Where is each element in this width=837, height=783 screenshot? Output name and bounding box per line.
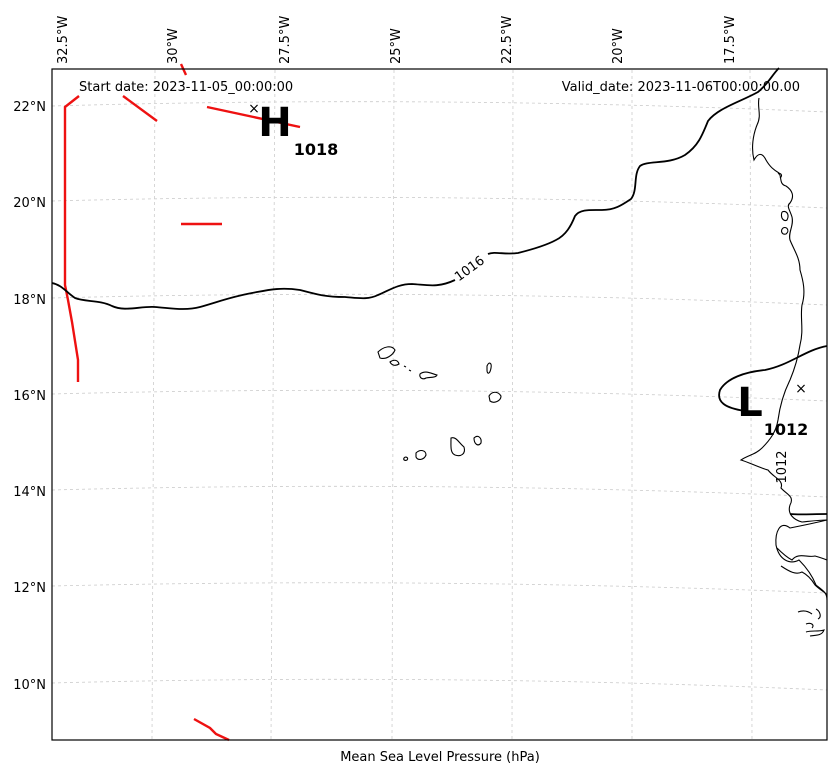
latitude-label: 18°N bbox=[13, 293, 46, 308]
latitude-label: 14°N bbox=[13, 485, 46, 500]
africa-coastline bbox=[776, 547, 828, 561]
isobar-1016 bbox=[51, 279, 456, 310]
isobar-1016 bbox=[487, 67, 780, 255]
isobars bbox=[51, 67, 828, 516]
front-line bbox=[122, 95, 158, 122]
cape-verde-island bbox=[488, 391, 502, 403]
valid-date-text: Valid_date: 2023-11-06T00:00:00.00 bbox=[562, 80, 800, 95]
low-value: 1012 bbox=[764, 420, 809, 439]
isobar-1012 bbox=[718, 345, 828, 412]
parallel-gridline bbox=[51, 485, 828, 498]
longitude-label: 32.5°W bbox=[56, 16, 71, 64]
parallel-gridline bbox=[51, 389, 828, 402]
coastlines bbox=[377, 97, 828, 637]
cape-verde-island bbox=[419, 371, 438, 380]
latitude-label: 22°N bbox=[13, 100, 46, 115]
cape-verde-island bbox=[403, 456, 409, 461]
fronts bbox=[63, 63, 301, 742]
gridlines bbox=[51, 69, 828, 741]
front-line bbox=[63, 95, 80, 382]
parallel-gridline bbox=[51, 101, 828, 113]
isobar-label: 1012 bbox=[775, 450, 790, 483]
cape-verde-island bbox=[415, 450, 427, 460]
longitude-label: 17.5°W bbox=[723, 16, 738, 64]
map-frame bbox=[51, 68, 828, 741]
parallel-gridline bbox=[51, 678, 828, 691]
pressure-center-marker: × bbox=[795, 381, 807, 397]
longitude-label: 25°W bbox=[389, 28, 404, 64]
africa-coastline bbox=[775, 519, 828, 601]
longitude-labels: 32.5°W 30°W 27.5°W 25°W 22.5°W 20°W 17.5… bbox=[56, 16, 738, 64]
high-value: 1018 bbox=[294, 140, 339, 159]
start-date-text: Start date: 2023-11-05_00:00:00 bbox=[79, 80, 293, 95]
longitude-label: 22.5°W bbox=[500, 16, 515, 64]
pressure-center-marker: × bbox=[248, 101, 260, 117]
longitude-label: 30°W bbox=[166, 28, 181, 64]
cape-verde-island bbox=[473, 435, 482, 446]
front-line bbox=[193, 717, 230, 742]
map-caption: Mean Sea Level Pressure (hPa) bbox=[340, 750, 540, 765]
latitude-label: 16°N bbox=[13, 389, 46, 404]
guinea-islands bbox=[797, 608, 825, 637]
parallel-gridline bbox=[51, 196, 828, 209]
cape-verde-island bbox=[450, 437, 465, 457]
longitude-label: 27.5°W bbox=[278, 16, 293, 64]
meridian-gridline bbox=[270, 69, 276, 741]
low-pressure-center: × L 1012 bbox=[737, 380, 808, 439]
africa-coastline bbox=[780, 565, 828, 596]
latitude-label: 10°N bbox=[13, 678, 46, 693]
cape-verde-island bbox=[389, 359, 400, 366]
latitude-labels: 22°N 20°N 18°N 16°N 14°N 12°N 10°N bbox=[13, 100, 46, 693]
isobar-label: 1016 bbox=[452, 253, 488, 285]
canary-islands bbox=[777, 172, 789, 235]
cape-verde-island bbox=[403, 365, 412, 372]
parallel-gridline bbox=[51, 582, 828, 594]
low-symbol: L bbox=[737, 380, 763, 426]
meridian-gridline bbox=[391, 69, 395, 741]
high-symbol: H bbox=[258, 100, 291, 146]
parallel-gridline bbox=[51, 293, 828, 306]
meridian-gridline bbox=[151, 69, 156, 741]
africa-coastline bbox=[739, 97, 828, 523]
meridian-gridline bbox=[511, 69, 514, 741]
longitude-label: 20°W bbox=[611, 28, 626, 64]
cape-verde-island bbox=[377, 346, 396, 359]
latitude-label: 20°N bbox=[13, 196, 46, 211]
high-pressure-center: × H 1018 bbox=[248, 100, 338, 159]
cape-verde-island bbox=[486, 362, 492, 374]
isobar-labels: 1016 1012 bbox=[452, 253, 790, 483]
front-line bbox=[206, 105, 301, 129]
latitude-label: 12°N bbox=[13, 581, 46, 596]
meridian-gridline bbox=[749, 69, 753, 741]
